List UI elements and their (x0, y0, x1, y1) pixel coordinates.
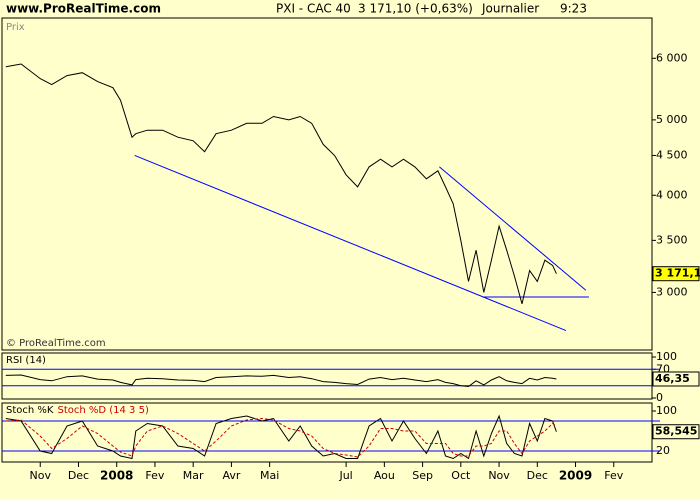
y-tick-label: 5 000 (656, 113, 688, 126)
series-line (5, 63, 557, 305)
x-tick-label: Sep (412, 469, 433, 482)
y-tick-label: 100 (656, 350, 677, 363)
x-tick-label: Dec (527, 469, 548, 482)
watermark: © ProRealTime.com (6, 338, 106, 349)
y-tick-label: 20 (656, 444, 670, 457)
x-tick-label: Nov (488, 469, 510, 482)
x-tick-label: Fev (145, 469, 164, 482)
x-tick-label: Mai (260, 469, 279, 482)
site: www.ProRealTime.com (6, 2, 161, 16)
y-tick-label: 3 500 (656, 233, 688, 246)
legend-entry: Stoch %D (14 3 5) (57, 405, 148, 416)
y-tick-label: 6 000 (656, 51, 688, 64)
y-tick-label: 4 500 (656, 148, 688, 161)
time: 9:23 (560, 2, 587, 16)
last-value-label: 3 171,10 (655, 267, 700, 280)
series-line (5, 417, 557, 458)
series-line (5, 414, 557, 460)
last-value-box (652, 266, 700, 282)
legend-entry: RSI (14) (6, 355, 46, 366)
last-value-label: 46,35 (655, 372, 690, 385)
legend-entry: Stoch %K (6, 405, 54, 416)
y-tick-label: 3 000 (656, 285, 688, 298)
x-tick-label: Dec (68, 469, 89, 482)
price-panel (1, 17, 653, 351)
y-tick-label: 0 (656, 391, 663, 404)
x-tick-label: Fev (604, 469, 623, 482)
instrument: PXI - CAC 40 (276, 2, 351, 16)
x-tick-label: Oct (451, 469, 471, 482)
last-value-box (652, 371, 700, 387)
x-tick-label: Aou (374, 469, 395, 482)
x-tick-label: 2008 (100, 469, 133, 483)
panel-title: Prix (6, 22, 25, 33)
x-tick-label: Mar (183, 469, 204, 482)
trendline (439, 166, 587, 291)
y-tick-label: 100 (656, 404, 677, 417)
stoch-panel (1, 402, 653, 463)
last-value-label: 58,545 (655, 425, 697, 438)
x-tick-label: Nov (30, 469, 52, 482)
period: Journalier (481, 2, 539, 16)
x-tick-label: Jul (338, 469, 352, 482)
series-line (5, 374, 557, 388)
rsi-panel (1, 352, 653, 400)
last-value-box (652, 424, 700, 440)
x-tick-label: Avr (222, 469, 240, 482)
quote: 3 171,10 (+0,63%) (358, 2, 473, 16)
y-tick-label: 4 000 (656, 188, 688, 201)
x-tick-label: 2009 (559, 469, 592, 483)
trendline (134, 155, 567, 332)
